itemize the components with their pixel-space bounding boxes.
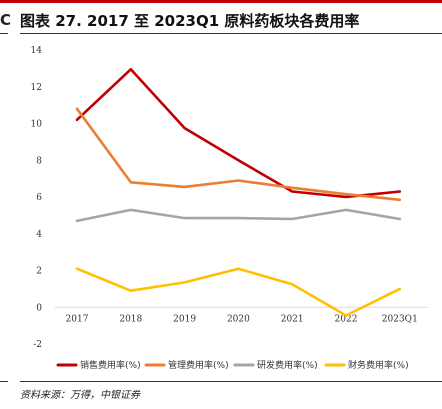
y-tick-label: 8 bbox=[36, 156, 42, 166]
y-tick-label: 10 bbox=[31, 120, 43, 130]
edge-glyph: C bbox=[0, 11, 11, 29]
series-line bbox=[77, 109, 400, 200]
legend-label: 研发费用率(%) bbox=[257, 359, 318, 371]
legend-label: 销售费用率(%) bbox=[80, 359, 141, 371]
x-tick-label: 2023Q1 bbox=[382, 314, 418, 324]
y-tick-label: 2 bbox=[36, 267, 42, 277]
series-line bbox=[77, 69, 400, 197]
y-tick-label: 12 bbox=[31, 83, 42, 93]
left-divider-stub-bottom bbox=[0, 381, 8, 382]
y-tick-label: -2 bbox=[33, 340, 42, 350]
source-note: 资料来源：万得，中银证券 bbox=[20, 386, 140, 401]
x-tick-label: 2017 bbox=[66, 314, 89, 324]
legend-label: 管理费用率(%) bbox=[168, 359, 229, 371]
x-tick-label: 2020 bbox=[227, 314, 250, 324]
series-line bbox=[77, 269, 400, 316]
top-accent-rule bbox=[0, 0, 442, 3]
y-tick-label: 4 bbox=[36, 230, 42, 240]
bottom-divider bbox=[20, 381, 442, 382]
y-tick-label: 14 bbox=[31, 46, 43, 56]
series-line bbox=[77, 210, 400, 221]
chart-title: 图表 27. 2017 至 2023Q1 原料药板块各费用率 bbox=[20, 10, 359, 31]
y-tick-label: 0 bbox=[36, 303, 42, 313]
legend-label: 财务费用率(%) bbox=[348, 359, 409, 371]
x-tick-label: 2018 bbox=[119, 314, 142, 324]
y-tick-label: 6 bbox=[36, 193, 42, 203]
x-tick-label: 2019 bbox=[173, 314, 196, 324]
x-tick-label: 2021 bbox=[281, 314, 304, 324]
